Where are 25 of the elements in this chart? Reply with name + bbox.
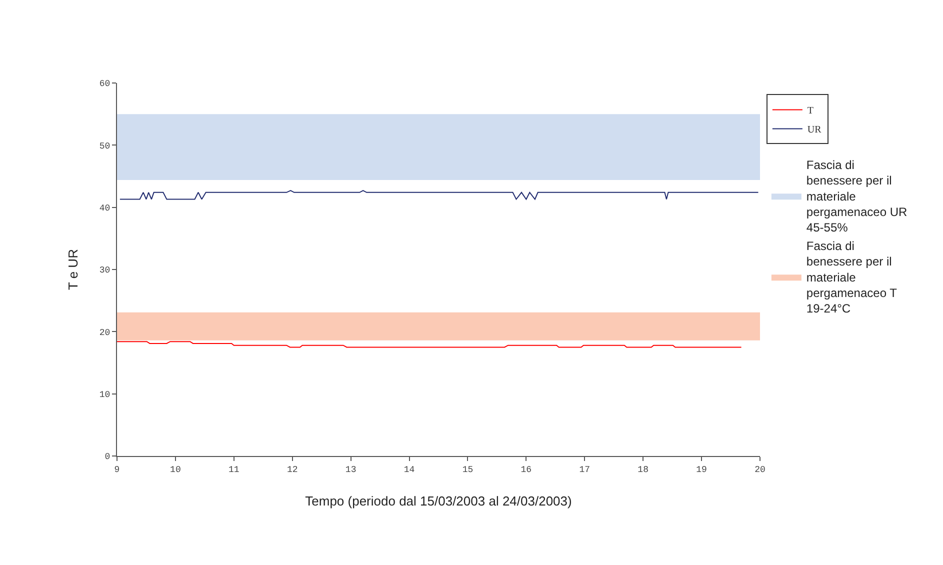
x-tick-label: 14 (404, 464, 415, 475)
legend-label: UR (807, 124, 822, 136)
x-tick-label: 20 (754, 464, 766, 475)
y-axis-title: T e UR (65, 249, 80, 290)
y-tick-label: 40 (99, 203, 110, 214)
y-tick-label: 50 (99, 141, 110, 152)
x-tick-label: 19 (696, 464, 707, 475)
legend-label: T (807, 106, 814, 117)
y-tick-label: 60 (99, 79, 110, 90)
y-tick-label: 10 (99, 390, 110, 400)
x-tick-label: 13 (345, 464, 356, 475)
x-tick-label: 18 (638, 464, 648, 475)
y-tick-label: 20 (99, 328, 110, 338)
x-tick-label: 16 (520, 464, 532, 475)
x-tick-label: 9 (114, 464, 120, 475)
legend-label: Fascia di benessere per il materiale pergamenaceo UR 45-55% (806, 158, 908, 235)
x-tick-label: 15 (462, 464, 474, 475)
x-axis-title: Tempo (periodo dal 15/03/2003 al 24/03/2003) (305, 493, 572, 508)
y-tick-label: 30 (99, 266, 110, 276)
x-tick-label: 12 (286, 464, 298, 475)
legend-label: Fascia di benessere per il materiale pergamenaceo T 19-24°C (806, 239, 898, 316)
x-tick-label: 11 (228, 464, 240, 475)
x-tick-label: 10 (170, 464, 181, 475)
x-tick-label: 17 (579, 464, 590, 475)
y-tick-label: 0 (104, 452, 110, 462)
